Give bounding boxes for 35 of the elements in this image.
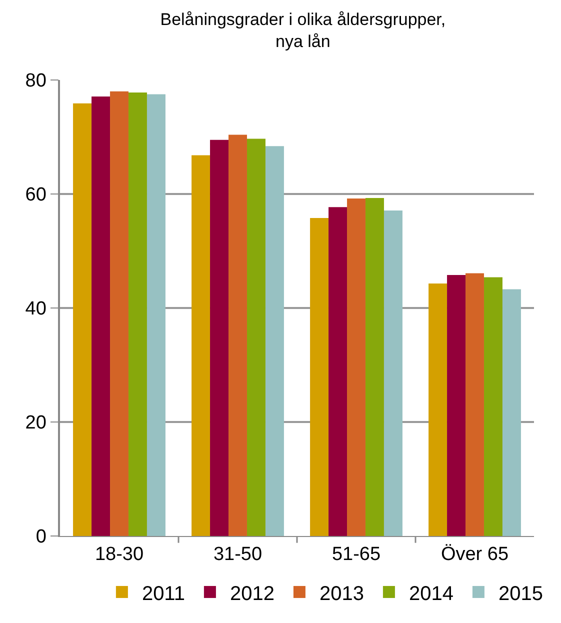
bar — [110, 91, 128, 536]
bar — [73, 103, 92, 536]
chart-title: Belåningsgrader i olika åldersgrupper, nya lån — [160, 10, 446, 52]
bar — [265, 146, 284, 536]
legend-label: 2014 — [408, 582, 454, 605]
legend-label: 2013 — [319, 582, 364, 605]
bar — [210, 140, 229, 536]
y-tick-label: 20 — [25, 412, 46, 434]
bar — [128, 92, 147, 536]
legend-label: 2015 — [498, 582, 543, 605]
legend-label: 2012 — [230, 582, 274, 605]
x-tick-label: Över 65 — [440, 544, 509, 565]
bar — [246, 138, 266, 536]
y-tick-label: 60 — [25, 184, 46, 206]
y-tick-label: 80 — [25, 70, 46, 92]
legend-label: 2011 — [142, 582, 185, 605]
bar — [428, 283, 448, 536]
bar — [365, 198, 384, 536]
x-tick-label: 18-30 — [94, 544, 144, 565]
bar — [466, 273, 484, 536]
bar — [502, 289, 521, 536]
bar — [384, 210, 402, 536]
bar — [484, 277, 502, 536]
bar — [192, 155, 210, 536]
bar — [347, 198, 366, 536]
y-tick-label: 40 — [25, 298, 46, 320]
x-tick-label: 31-50 — [213, 544, 262, 565]
bar — [310, 218, 329, 536]
bar — [447, 274, 466, 536]
bar — [146, 94, 166, 536]
bar — [228, 134, 247, 536]
y-tick-label: 0 — [36, 526, 46, 548]
x-tick-label: 51-65 — [332, 544, 381, 565]
bar — [92, 96, 110, 536]
bar — [328, 207, 348, 536]
